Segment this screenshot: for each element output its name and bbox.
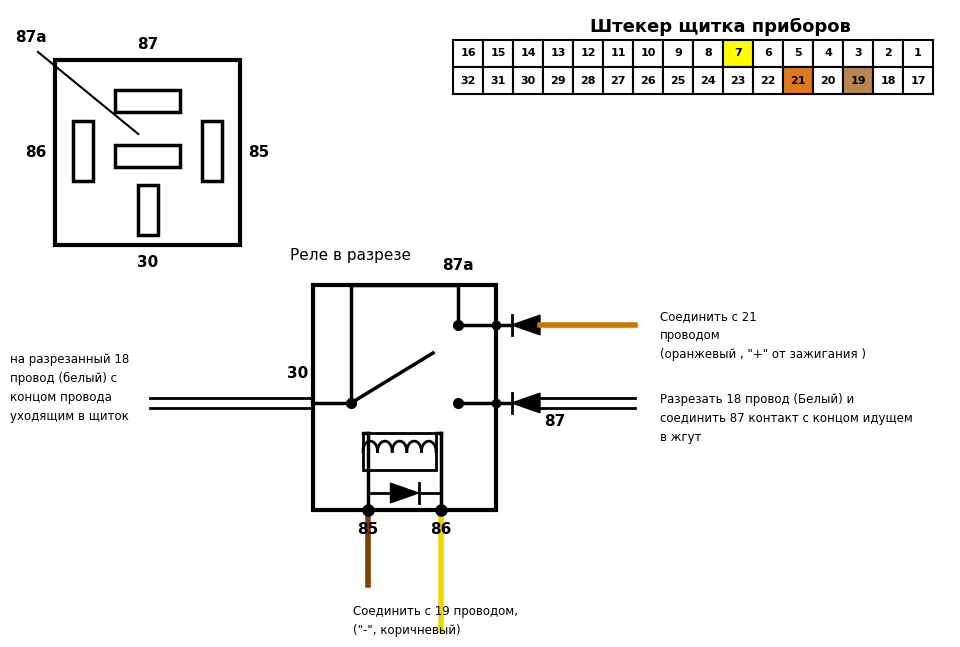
Text: 20: 20 xyxy=(820,76,836,85)
Text: 25: 25 xyxy=(670,76,685,85)
Text: 6: 6 xyxy=(764,49,772,58)
Bar xyxy=(783,67,813,94)
Text: 9: 9 xyxy=(674,49,682,58)
Text: Штекер щитка приборов: Штекер щитка приборов xyxy=(589,18,851,36)
Bar xyxy=(753,67,783,94)
Bar xyxy=(513,40,543,67)
Bar xyxy=(603,67,633,94)
Text: 86: 86 xyxy=(430,522,452,537)
Bar xyxy=(55,60,240,245)
Text: 7: 7 xyxy=(734,49,742,58)
Text: Разрезать 18 провод (Белый) и
соединить 87 контакт с концом идущем
в жгут: Разрезать 18 провод (Белый) и соединить … xyxy=(660,393,913,444)
Text: 87a: 87a xyxy=(15,30,47,45)
Bar xyxy=(693,40,723,67)
Text: 24: 24 xyxy=(700,76,716,85)
Bar xyxy=(137,185,157,235)
Text: 85: 85 xyxy=(248,145,269,160)
Bar xyxy=(903,40,933,67)
Bar xyxy=(903,67,933,94)
Text: Соединить с 21
проводом
(оранжевый , "+" от зажигания ): Соединить с 21 проводом (оранжевый , "+"… xyxy=(660,310,866,361)
Text: 18: 18 xyxy=(880,76,896,85)
Text: Соединить с 19 проводом,
("-", коричневый): Соединить с 19 проводом, ("-", коричневы… xyxy=(353,605,518,637)
Text: 32: 32 xyxy=(460,76,476,85)
Bar xyxy=(573,40,603,67)
Text: 31: 31 xyxy=(491,76,506,85)
Text: 10: 10 xyxy=(640,49,656,58)
Text: 11: 11 xyxy=(611,49,626,58)
Text: 3: 3 xyxy=(854,49,862,58)
Bar xyxy=(543,40,573,67)
Bar xyxy=(843,40,873,67)
Bar xyxy=(813,67,843,94)
Bar xyxy=(813,40,843,67)
Bar xyxy=(453,40,483,67)
Text: 86: 86 xyxy=(26,145,47,160)
Bar xyxy=(73,120,93,181)
Text: 87: 87 xyxy=(544,413,565,428)
Text: 17: 17 xyxy=(910,76,925,85)
Bar xyxy=(483,67,513,94)
Text: 22: 22 xyxy=(760,76,776,85)
Bar xyxy=(843,67,873,94)
Text: 13: 13 xyxy=(550,49,565,58)
Text: 87а: 87а xyxy=(443,258,474,273)
Text: 29: 29 xyxy=(550,76,565,85)
Bar xyxy=(783,40,813,67)
Text: 23: 23 xyxy=(731,76,746,85)
Text: Реле в разрезе: Реле в разрезе xyxy=(290,248,411,263)
Text: 85: 85 xyxy=(357,522,378,537)
Text: 5: 5 xyxy=(794,49,802,58)
Bar xyxy=(573,67,603,94)
Text: 12: 12 xyxy=(580,49,596,58)
Text: 16: 16 xyxy=(460,49,476,58)
Polygon shape xyxy=(512,393,540,413)
Text: 2: 2 xyxy=(884,49,892,58)
Bar xyxy=(115,90,180,112)
Text: 1: 1 xyxy=(914,49,922,58)
Text: 14: 14 xyxy=(520,49,536,58)
Text: 27: 27 xyxy=(611,76,626,85)
Text: 26: 26 xyxy=(640,76,656,85)
Text: 4: 4 xyxy=(824,49,832,58)
Bar xyxy=(543,67,573,94)
Bar xyxy=(483,40,513,67)
Text: 21: 21 xyxy=(790,76,805,85)
Bar xyxy=(723,67,753,94)
Text: 30: 30 xyxy=(520,76,536,85)
Bar xyxy=(633,40,663,67)
Bar xyxy=(723,40,753,67)
Bar xyxy=(633,67,663,94)
Text: 8: 8 xyxy=(704,49,712,58)
Bar xyxy=(873,67,903,94)
Bar xyxy=(453,67,483,94)
Bar xyxy=(513,67,543,94)
Bar xyxy=(202,120,222,181)
Text: 28: 28 xyxy=(580,76,596,85)
Text: на разрезанный 18
провод (белый) с
концом провода
уходящим в щиток: на разрезанный 18 провод (белый) с концо… xyxy=(10,353,130,423)
Text: 19: 19 xyxy=(851,76,866,85)
Bar xyxy=(115,144,180,166)
Bar xyxy=(363,433,436,470)
Polygon shape xyxy=(512,315,540,334)
Bar xyxy=(753,40,783,67)
Bar xyxy=(663,40,693,67)
Polygon shape xyxy=(391,483,419,503)
Text: 30: 30 xyxy=(137,255,158,270)
Bar xyxy=(663,67,693,94)
Bar xyxy=(313,285,496,510)
Text: 15: 15 xyxy=(491,49,506,58)
Bar xyxy=(693,67,723,94)
Text: 87: 87 xyxy=(137,37,158,52)
Bar xyxy=(603,40,633,67)
Text: 30: 30 xyxy=(287,366,308,380)
Bar xyxy=(873,40,903,67)
